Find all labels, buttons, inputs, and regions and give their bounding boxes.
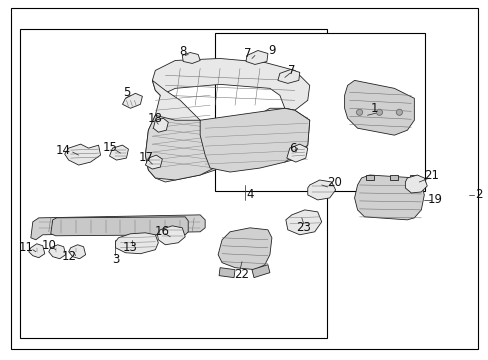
- Polygon shape: [245, 50, 267, 64]
- Text: 20: 20: [326, 176, 342, 189]
- Text: 2: 2: [474, 188, 482, 202]
- Polygon shape: [307, 180, 335, 200]
- Polygon shape: [365, 175, 373, 180]
- Polygon shape: [122, 93, 142, 108]
- Polygon shape: [68, 245, 85, 259]
- Text: 11: 11: [19, 241, 33, 254]
- Polygon shape: [218, 228, 271, 270]
- Text: 7: 7: [244, 47, 251, 60]
- Text: 5: 5: [122, 86, 130, 99]
- Text: 3: 3: [112, 253, 119, 266]
- Polygon shape: [145, 155, 162, 169]
- Polygon shape: [389, 175, 398, 180]
- Polygon shape: [115, 233, 158, 254]
- Polygon shape: [344, 80, 413, 135]
- Polygon shape: [51, 217, 188, 236]
- Polygon shape: [254, 108, 309, 162]
- Polygon shape: [354, 175, 424, 220]
- Polygon shape: [157, 226, 185, 245]
- Text: 15: 15: [103, 141, 118, 154]
- Text: 13: 13: [123, 241, 138, 254]
- Text: 7: 7: [287, 64, 295, 77]
- Text: 12: 12: [61, 250, 76, 263]
- Text: 23: 23: [296, 221, 310, 234]
- Text: 9: 9: [267, 44, 275, 57]
- Text: 18: 18: [147, 112, 163, 125]
- Text: 21: 21: [423, 168, 438, 181]
- Polygon shape: [251, 265, 269, 278]
- Text: 1: 1: [370, 102, 378, 115]
- Polygon shape: [49, 245, 65, 259]
- Polygon shape: [277, 69, 299, 84]
- Polygon shape: [64, 144, 101, 165]
- Text: 8: 8: [179, 45, 186, 58]
- Text: 19: 19: [427, 193, 442, 206]
- Polygon shape: [153, 118, 168, 132]
- Polygon shape: [29, 244, 45, 258]
- Polygon shape: [405, 175, 427, 193]
- Text: 22: 22: [234, 268, 249, 281]
- Polygon shape: [145, 115, 220, 180]
- Text: 4: 4: [246, 188, 253, 202]
- Text: 16: 16: [155, 225, 169, 238]
- Polygon shape: [200, 108, 309, 172]
- Bar: [20, 30, 326, 338]
- Text: 6: 6: [288, 141, 296, 155]
- Bar: [215, 33, 424, 191]
- Polygon shape: [152, 58, 309, 110]
- Text: 17: 17: [139, 150, 154, 163]
- Polygon shape: [182, 53, 200, 63]
- Circle shape: [396, 109, 402, 115]
- Polygon shape: [285, 210, 321, 235]
- Polygon shape: [109, 145, 128, 160]
- Text: 14: 14: [55, 144, 70, 157]
- Polygon shape: [145, 80, 220, 182]
- Polygon shape: [31, 215, 205, 240]
- Circle shape: [376, 109, 382, 115]
- Polygon shape: [219, 268, 235, 278]
- Text: 10: 10: [41, 239, 56, 252]
- Polygon shape: [409, 175, 417, 180]
- Circle shape: [356, 109, 362, 115]
- Polygon shape: [286, 144, 307, 162]
